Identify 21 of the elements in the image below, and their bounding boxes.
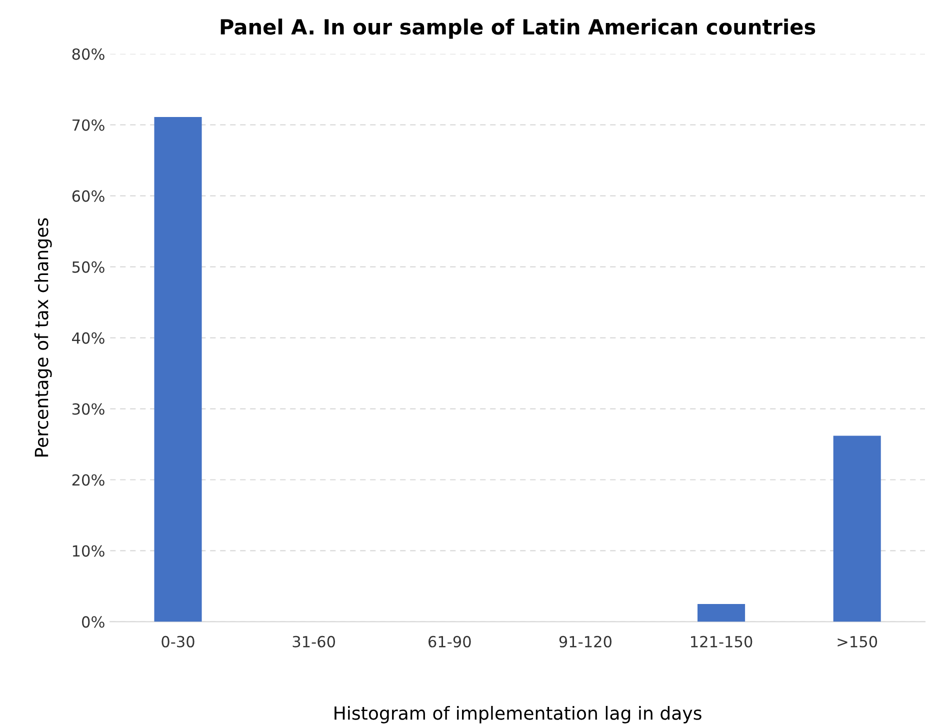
y-tick-label: 10% xyxy=(72,545,104,557)
bar xyxy=(154,117,202,622)
y-tick-label: 80% xyxy=(72,48,104,60)
x-tick-label: >150 xyxy=(838,636,878,648)
bar xyxy=(698,604,746,622)
x-axis-title: Histogram of implementation lag in days xyxy=(334,706,702,724)
y-axis-title: Percentage of tax changes xyxy=(34,218,52,456)
y-tick-label: 70% xyxy=(72,119,104,131)
x-tick-label: 121-150 xyxy=(691,636,752,648)
y-tick-label: 30% xyxy=(72,403,104,415)
x-tick-label: 61-90 xyxy=(428,636,471,648)
y-tick-label: 40% xyxy=(72,332,104,344)
y-tick-label: 0% xyxy=(82,616,104,628)
bar xyxy=(833,436,881,622)
x-tick-label: 0-30 xyxy=(162,636,194,648)
x-tick-label: 91-120 xyxy=(559,636,612,648)
x-tick-label: 31-60 xyxy=(292,636,336,648)
y-tick-label: 50% xyxy=(72,261,104,273)
y-tick-label: 20% xyxy=(72,474,104,486)
chart-title: Panel A. In our sample of Latin American countries xyxy=(220,18,816,39)
y-tick-label: 60% xyxy=(72,190,104,202)
